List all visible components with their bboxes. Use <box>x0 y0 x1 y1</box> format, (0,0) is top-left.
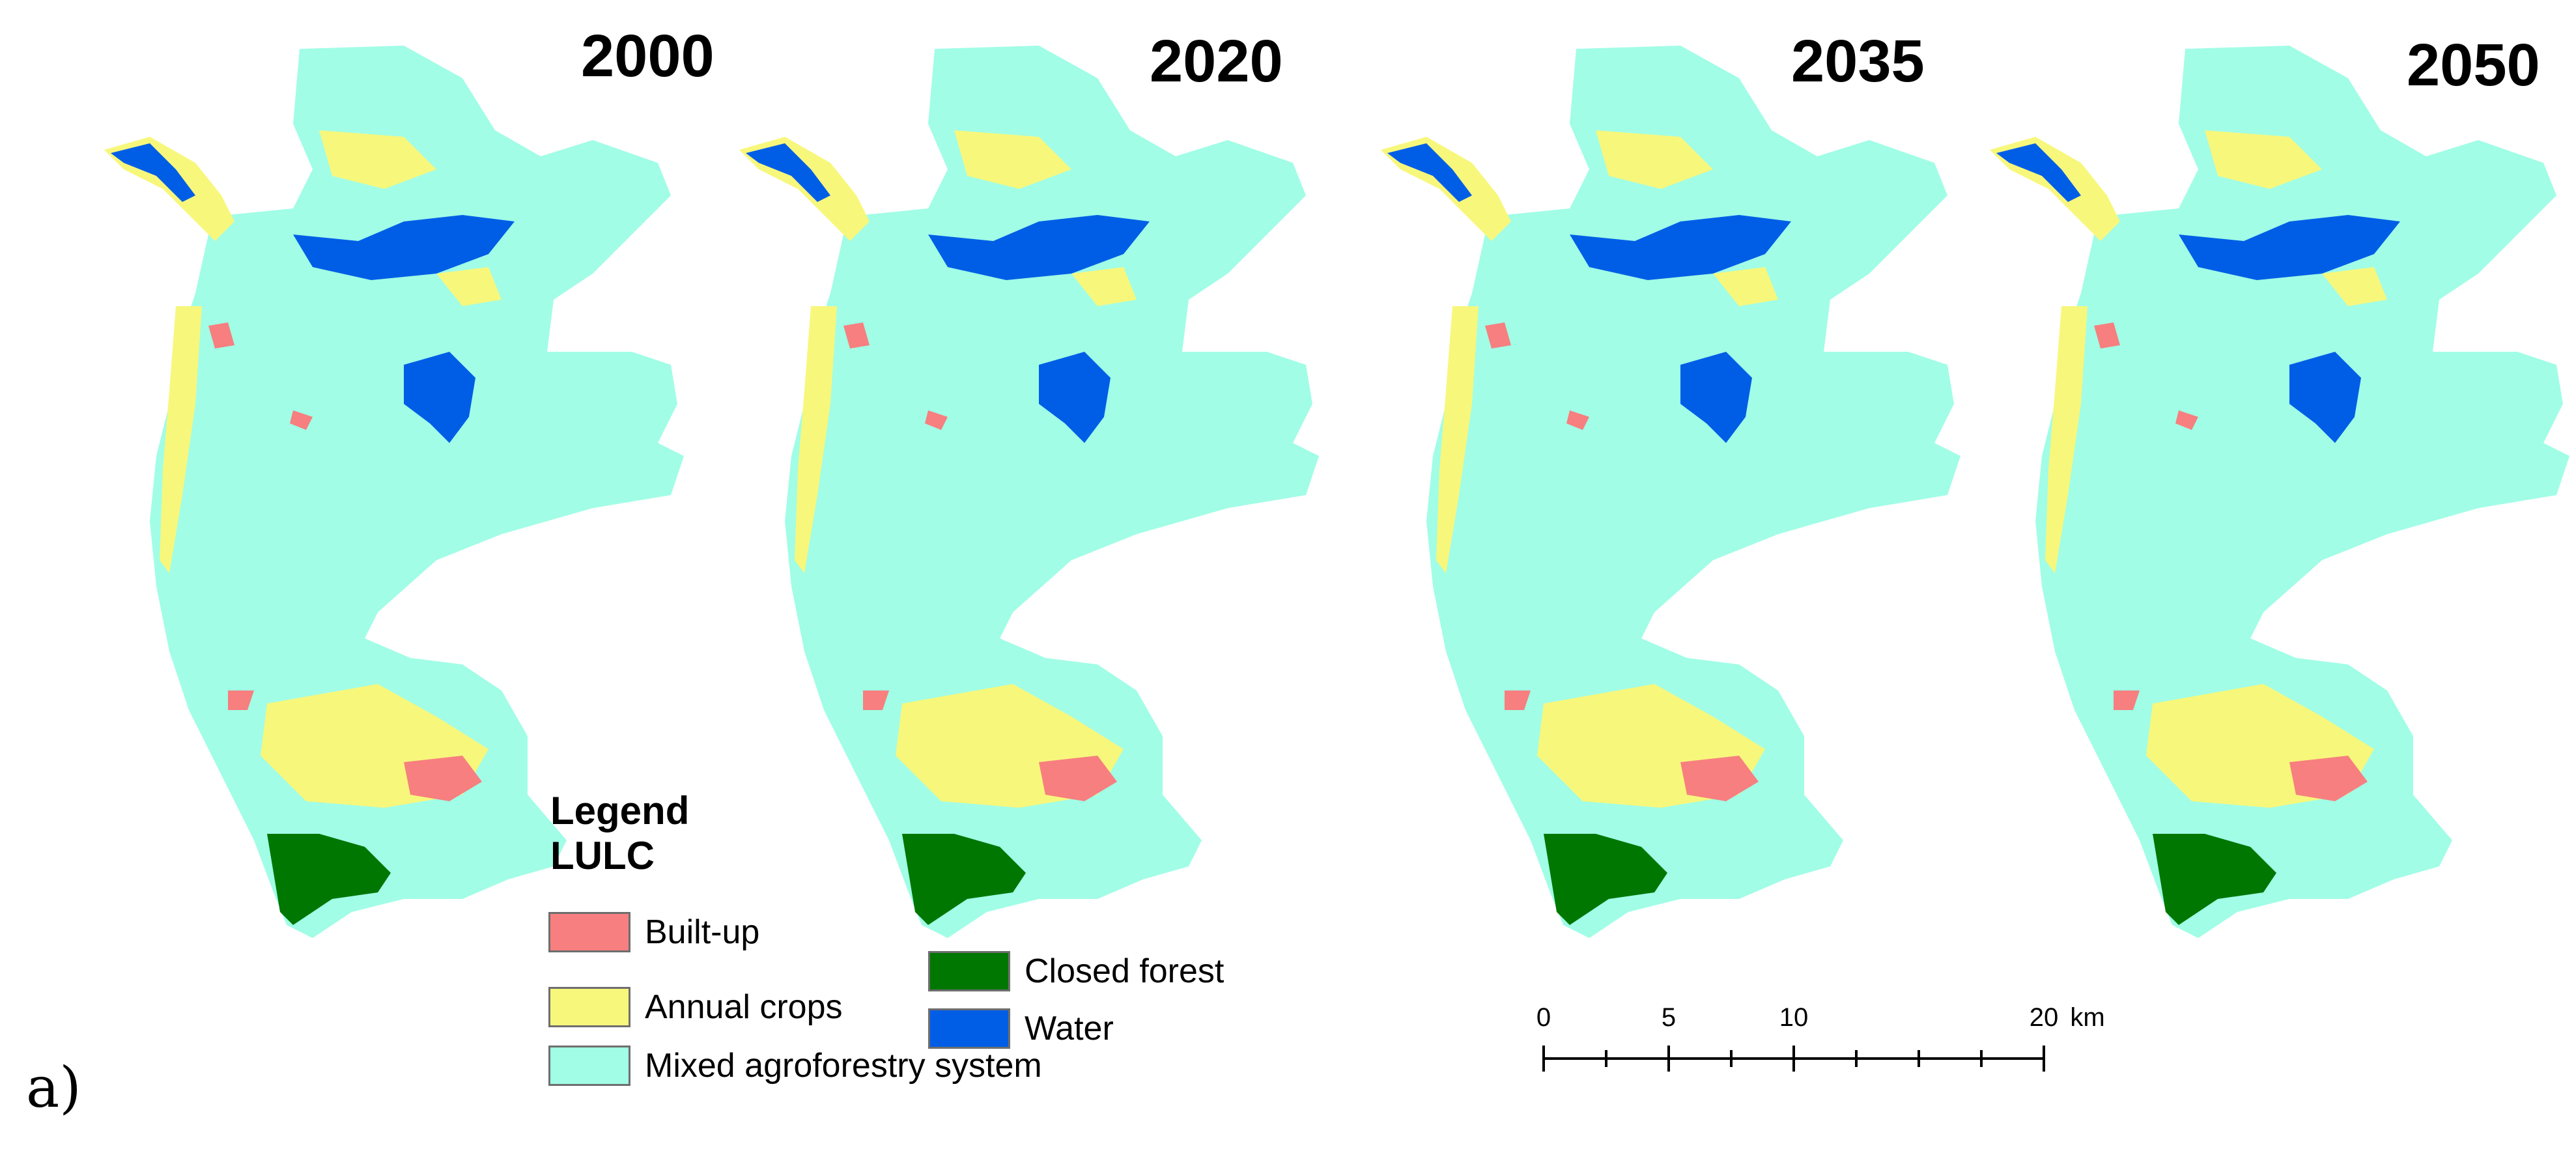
scale-bar-graphic <box>1542 1046 2045 1072</box>
study-area-map-2020 <box>739 46 1319 938</box>
legend-item-mixed-agroforestry: Mixed agroforestry system <box>548 1046 1042 1086</box>
map-panel-2050: 2050 <box>1983 0 2576 958</box>
legend-swatch-closed-forest <box>928 951 1010 991</box>
panel-label: a) <box>26 1055 81 1120</box>
map-panel-2020: 2020 <box>733 0 1378 958</box>
legend-label: Built-up <box>645 913 760 951</box>
study-area-map-2050 <box>1990 46 2569 938</box>
scale-bar: 0 5 10 20 km <box>1524 1003 2123 1088</box>
scale-label-10: 10 <box>1779 1003 1809 1032</box>
map-year-label: 2035 <box>1791 28 1925 94</box>
legend-item-closed-forest: Closed forest <box>928 951 1224 991</box>
study-area-map-2035 <box>1381 46 1960 938</box>
legend-swatch-annual-crops <box>548 987 630 1027</box>
legend-swatch-water <box>928 1008 1010 1049</box>
map-panel-2000: 2000 <box>98 0 743 958</box>
scale-label-0: 0 <box>1536 1003 1551 1032</box>
legend-label: Annual crops <box>645 988 843 1026</box>
legend-swatch-built-up <box>548 912 630 952</box>
legend-item-built-up: Built-up <box>548 912 759 952</box>
scale-label-20: 20 <box>2029 1003 2059 1032</box>
legend-item-annual-crops: Annual crops <box>548 987 843 1027</box>
legend-label: Mixed agroforestry system <box>645 1047 1042 1085</box>
scale-label-5: 5 <box>1661 1003 1677 1032</box>
map-year-label: 2000 <box>581 23 715 89</box>
legend-title-line-1: Legend <box>550 789 690 833</box>
legend-label: Closed forest <box>1025 952 1224 990</box>
legend-title: Legend LULC <box>550 788 689 878</box>
map-year-label: 2020 <box>1150 28 1283 94</box>
map-year-label: 2050 <box>2407 32 2540 98</box>
scale-unit: km <box>2070 1003 2105 1032</box>
legend-label: Water <box>1025 1010 1114 1047</box>
legend-title-line-2: LULC <box>550 834 655 877</box>
map-panel-2035: 2035 <box>1374 0 2019 958</box>
legend-item-water: Water <box>928 1008 1114 1049</box>
legend-swatch-mixed-agroforestry <box>548 1046 630 1086</box>
